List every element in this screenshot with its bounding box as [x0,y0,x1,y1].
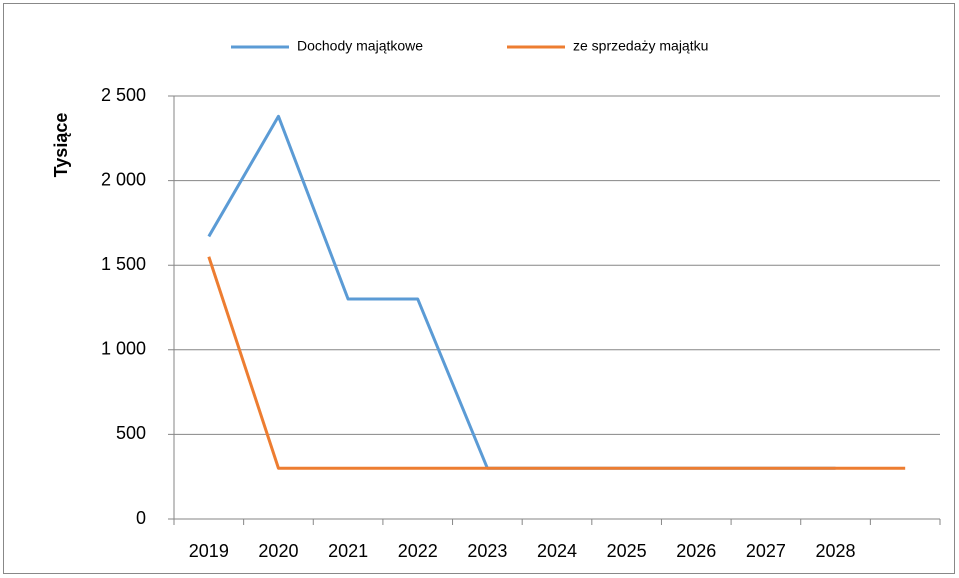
y-tick-label: 1 500 [101,254,146,274]
x-tick-label: 2023 [467,541,507,561]
y-tick-label: 1 000 [101,339,146,359]
y-tick-label: 500 [116,423,146,443]
y-tick-label: 2 000 [101,169,146,189]
x-tick-label: 2019 [189,541,229,561]
x-tick-label: 2020 [258,541,298,561]
x-tick-label: 2022 [398,541,438,561]
legend-text: Dochody majątkowe [297,38,423,54]
y-axis-title: Tysiące [51,113,71,178]
legend-text: ze sprzedaży majątku [573,38,708,54]
y-tick-label: 2 500 [101,85,146,105]
x-tick-label: 2021 [328,541,368,561]
x-tick-label: 2025 [607,541,647,561]
x-tick-label: 2027 [746,541,786,561]
y-tick-label: 0 [136,508,146,528]
chart-frame [3,3,955,574]
x-tick-label: 2028 [816,541,856,561]
x-tick-label: 2024 [537,541,577,561]
x-tick-label: 2026 [676,541,716,561]
data-line [207,256,906,470]
